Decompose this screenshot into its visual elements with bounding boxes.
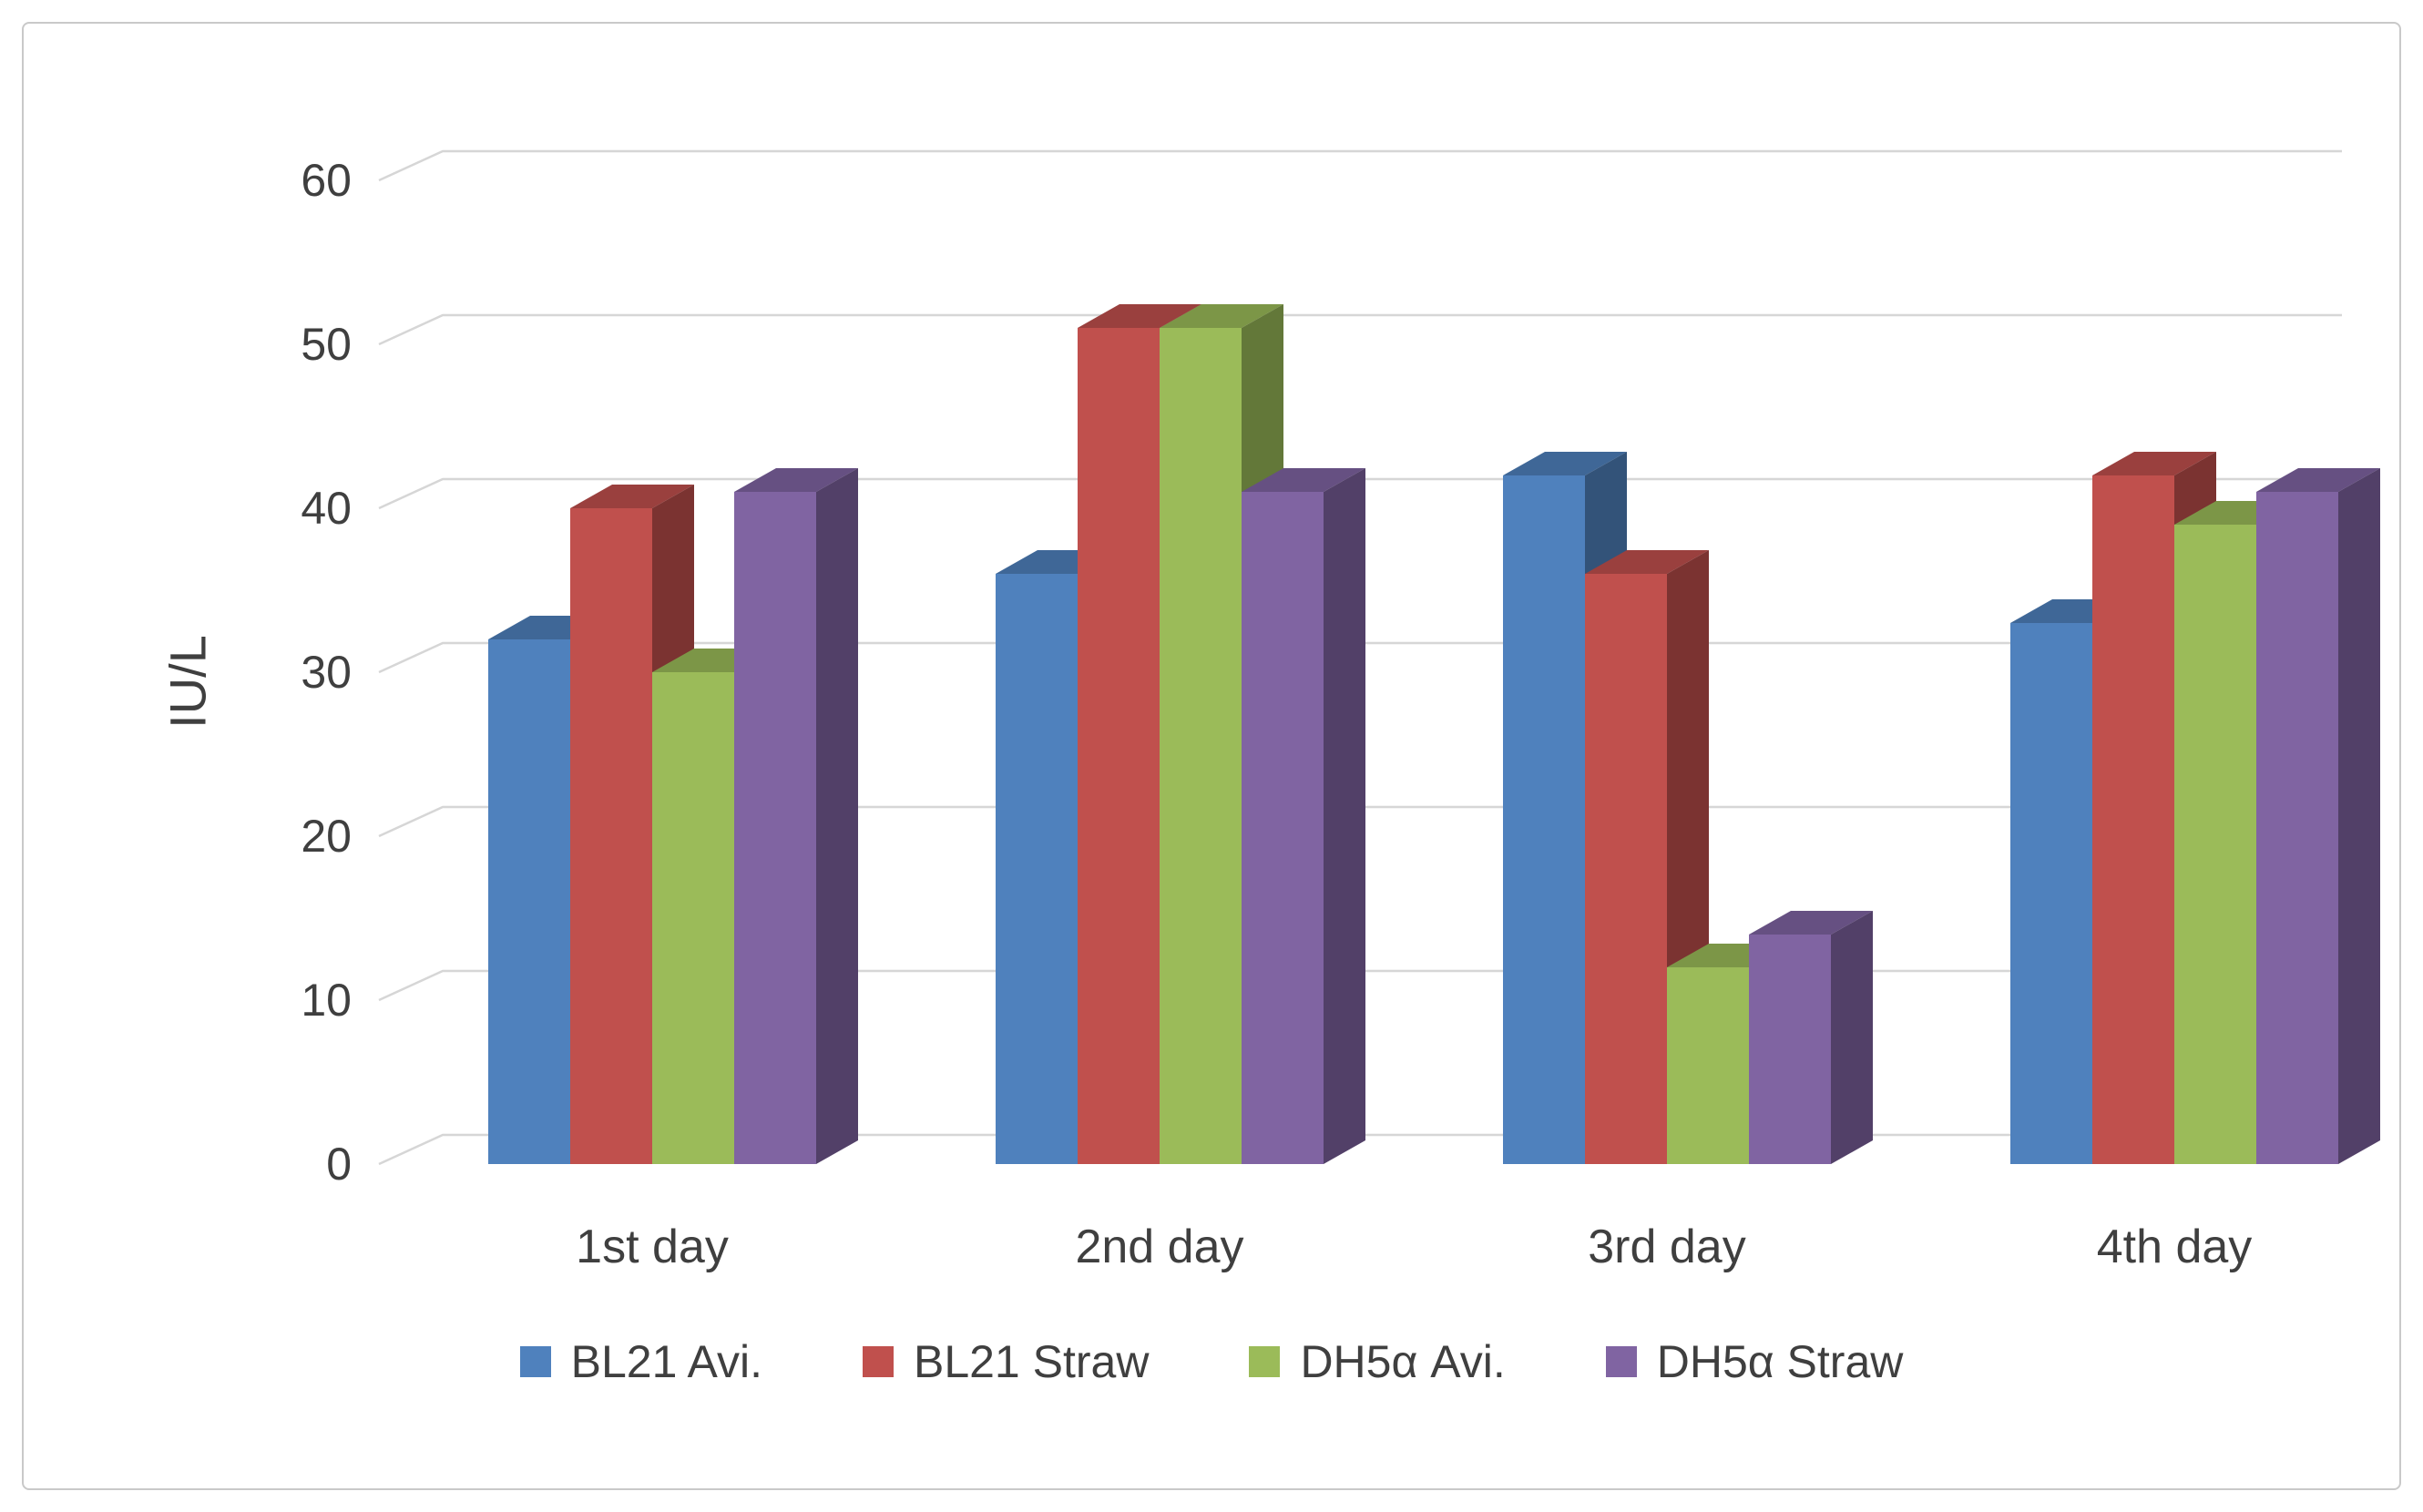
bar-front [570, 508, 652, 1164]
legend-swatch-dh5-avi [1249, 1346, 1281, 1377]
y-axis-tick-labels: 0 10 20 30 40 50 60 [301, 155, 352, 1190]
category-label-1st-day: 1st day [576, 1221, 729, 1273]
bar-front [652, 672, 734, 1164]
bar-top [1242, 468, 1365, 492]
gridline-50 [378, 313, 2342, 346]
legend-label: DH5α Straw [1656, 1336, 1904, 1387]
bar-front [734, 492, 816, 1164]
y-tick-label-0: 0 [326, 1139, 352, 1190]
bar-top [1503, 452, 1627, 475]
bar-dh5-straw-3rd-day [1749, 911, 1873, 1164]
bar-front [2092, 475, 2174, 1164]
x-axis-category-labels: 1st day 2nd day 3rd day 4th day [576, 1221, 2252, 1273]
category-label-2nd-day: 2nd day [1075, 1221, 1243, 1273]
bar-front [1667, 967, 1749, 1164]
bar-side [1324, 468, 1365, 1164]
bar-front [2174, 525, 2256, 1164]
bar-front [488, 639, 570, 1164]
bar-top [2092, 452, 2216, 475]
legend-item-dh5-avi: DH5α Avi. [1249, 1335, 1506, 1388]
category-label-4th-day: 4th day [2097, 1221, 2253, 1273]
bar-top [1749, 911, 1873, 935]
bar-front [1242, 492, 1324, 1164]
bar-top [1160, 304, 1283, 328]
legend-item-bl21-straw: BL21 Straw [862, 1335, 1150, 1388]
y-tick-label-40: 40 [301, 483, 352, 534]
bar-side [2338, 468, 2380, 1164]
y-tick-label-30: 30 [301, 647, 352, 698]
bar-front [1585, 574, 1667, 1164]
bar-top [1585, 550, 1709, 574]
bar-top [1078, 304, 1201, 328]
bar-front [1078, 328, 1160, 1164]
legend-label: BL21 Avi. [570, 1336, 762, 1387]
bar-front [2010, 623, 2092, 1164]
bar-dh5-straw-4th-day [2256, 468, 2380, 1164]
bar-side [1831, 911, 1873, 1164]
bar-chart-plot: 0 10 20 30 40 50 60 1st day 2nd day 3rd day 4th da… [301, 149, 2380, 1273]
bar-top [734, 468, 858, 492]
bar-top [570, 485, 694, 508]
bars [488, 304, 2380, 1164]
gridline-40 [378, 477, 2342, 510]
bar-front [996, 574, 1078, 1164]
bar-front [2256, 492, 2338, 1164]
legend-item-dh5-straw: DH5α Straw [1605, 1335, 1904, 1388]
legend-item-bl21-avi: BL21 Avi. [519, 1335, 762, 1388]
legend-swatch-bl21-avi [519, 1346, 551, 1377]
gridlines [378, 149, 2342, 1166]
bar-dh5-straw-1st-day [734, 468, 858, 1164]
legend-label: DH5α Avi. [1300, 1336, 1506, 1387]
y-tick-label-60: 60 [301, 155, 352, 206]
bar-top [2256, 468, 2380, 492]
bar-front [1749, 935, 1831, 1164]
legend: BL21 Avi. BL21 Straw DH5α Avi. DH5α Straw [24, 1335, 2399, 1388]
gridline-60 [378, 149, 2342, 182]
legend-label: BL21 Straw [913, 1336, 1150, 1387]
bar-side [816, 468, 858, 1164]
bar-front [1160, 328, 1242, 1164]
y-tick-label-20: 20 [301, 811, 352, 862]
bar-front [1503, 475, 1585, 1164]
y-tick-label-50: 50 [301, 319, 352, 370]
bar-dh5-straw-2nd-day [1242, 468, 1365, 1164]
category-label-3rd-day: 3rd day [1588, 1221, 1745, 1273]
y-tick-label-10: 10 [301, 975, 352, 1026]
legend-swatch-bl21-straw [862, 1346, 894, 1377]
legend-swatch-dh5-straw [1605, 1346, 1637, 1377]
chart-frame: 0 10 20 30 40 50 60 1st day 2nd day 3rd day 4th da… [22, 22, 2401, 1490]
